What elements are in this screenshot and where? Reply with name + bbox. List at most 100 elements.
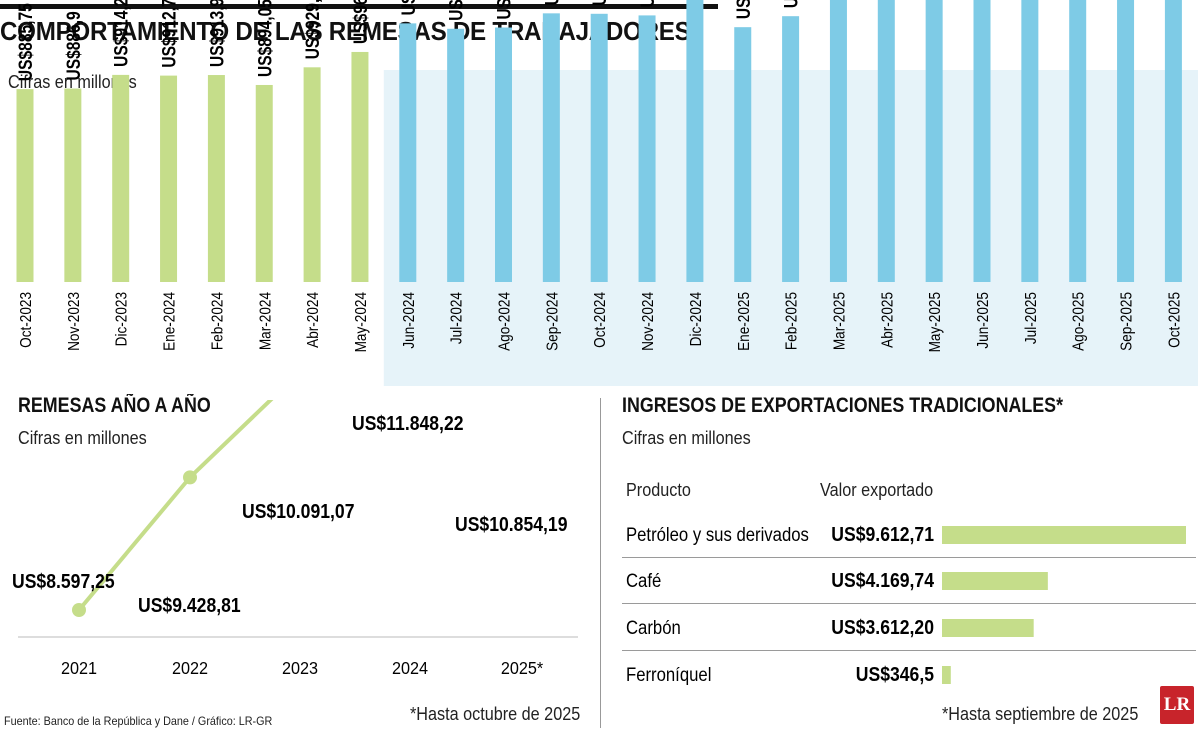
yearly-remittances-chart: US$8.597,25 2021 US$9.428,81 2022 US$10.091,…: [12, 400, 578, 678]
product-name: Café: [626, 570, 661, 591]
bar: [782, 16, 800, 283]
bar-value-label: US$885,75: [15, 3, 37, 81]
lr-logo: LR: [1160, 686, 1194, 724]
yearly-subtitle: Cifras en millones: [18, 428, 147, 448]
bar: [64, 88, 82, 282]
bar: [638, 15, 656, 283]
export-value-label: US$346,5: [856, 663, 934, 685]
x-tick-label: Abr-2025: [879, 292, 896, 348]
x-tick-label: Ene-2025: [736, 292, 753, 351]
bar: [495, 27, 512, 283]
x-tick-label: 2023: [282, 658, 318, 678]
exports-chart: Petróleo y sus derivados US$9.612,71 Café U…: [626, 523, 1186, 685]
x-tick-label: 2024: [392, 658, 428, 678]
x-tick-label: Feb-2024: [209, 292, 226, 350]
x-tick-label: Jun-2025: [975, 292, 992, 349]
section-divider: [600, 398, 601, 728]
export-bar: [942, 619, 1034, 637]
bar-value-label: US$929,39: [302, 0, 324, 59]
x-tick-label: Ago-2024: [497, 292, 514, 351]
x-tick-label: Jul-2024: [449, 292, 466, 344]
data-label: US$11.848,22: [352, 412, 464, 434]
data-point: [183, 470, 197, 485]
bar: [925, 0, 943, 282]
export-bar: [942, 666, 951, 684]
data-label: US$9.428,81: [138, 594, 241, 616]
product-name: Petróleo y sus derivados: [626, 524, 809, 545]
bar: [255, 84, 273, 282]
bar: [734, 27, 752, 283]
monthly-remittances-chart: US$885,75 Oct-2023 US$886,9 Nov-2023 US$914,…: [15, 0, 1198, 386]
bar: [207, 75, 225, 282]
bar-value-label: US$1.036,4: [589, 0, 611, 6]
x-tick-label: Mar-2025: [832, 292, 849, 350]
export-bar: [942, 572, 1048, 590]
data-label: US$10.854,19: [455, 513, 567, 535]
bar: [447, 28, 465, 283]
bar-value-label: US$894,05: [254, 0, 276, 77]
data-label: US$10.091,07: [242, 500, 354, 522]
x-tick-label: Ene-2024: [162, 292, 179, 351]
x-tick-label: Nov-2024: [640, 292, 657, 351]
bar-value-label: US$1.017,28: [397, 0, 419, 15]
x-tick-label: Sep-2024: [544, 292, 561, 351]
bar-value-label: US$914,21: [110, 0, 132, 67]
bar: [1164, 0, 1182, 282]
x-tick-label: May-2025: [927, 292, 944, 352]
bar-value-label: US$1.033,19: [637, 0, 659, 7]
bar: [877, 0, 895, 282]
x-tick-label: Abr-2024: [305, 292, 322, 348]
bar: [973, 0, 991, 283]
top-rule: [0, 4, 718, 9]
export-value-label: US$9.612,71: [831, 523, 934, 545]
bar: [1117, 0, 1135, 283]
exports-footnote: *Hasta septiembre de 2025: [942, 704, 1139, 724]
bar-value-label: US$1.037,32: [541, 0, 563, 5]
main-title: COMPORTAMIENTO DE LAS REMESAS DE TRABAJA…: [0, 16, 691, 46]
x-tick-label: Dic-2024: [688, 292, 705, 346]
export-bar: [942, 526, 1186, 544]
bar: [1021, 0, 1039, 282]
exports-col-product: Producto: [626, 480, 691, 500]
bar: [112, 74, 130, 283]
bar: [351, 51, 369, 282]
series-line: [77, 400, 274, 612]
x-tick-label: Sep-2025: [1119, 292, 1136, 351]
bar-value-label: US$912,79: [158, 0, 180, 68]
x-tick-label: Oct-2023: [18, 292, 35, 348]
bar: [829, 0, 847, 283]
x-tick-label: 2021: [61, 658, 97, 678]
x-tick-label: Oct-2024: [592, 292, 609, 348]
bar-value-label: US$960,09: [349, 0, 371, 44]
x-tick-label: Ago-2025: [1071, 292, 1088, 351]
bar-value-label: US$913,93: [206, 0, 228, 67]
data-point: [72, 603, 86, 617]
bar-value-label: US$1.008,94: [493, 0, 515, 20]
x-tick-label: Oct-2025: [1166, 292, 1183, 348]
x-tick-label: May-2024: [353, 292, 370, 352]
exports-title: INGRESOS DE EXPORTACIONES TRADICIONALES*: [622, 394, 1064, 417]
x-tick-label: 2022: [172, 658, 208, 678]
bar: [303, 67, 321, 283]
yearly-title: REMESAS AÑO A AÑO: [18, 394, 211, 417]
x-tick-label: 2025*: [501, 658, 544, 678]
bar: [686, 0, 704, 283]
bar-value-label: US$1009,66: [732, 0, 754, 19]
bar-value-label: US$1.006,44: [445, 0, 467, 21]
source-credit: Fuente: Banco de la República y Dane / G…: [4, 714, 273, 728]
product-name: Carbón: [626, 617, 681, 638]
row-divider: [622, 557, 1196, 558]
monthly-subtitle: Cifras en millones: [8, 72, 137, 92]
x-tick-label: Jul-2025: [1023, 292, 1040, 344]
bar: [160, 75, 178, 282]
export-value-label: US$4.169,74: [831, 569, 934, 591]
export-value-label: US$3.612,20: [831, 616, 934, 638]
bar-value-label: US$886,9: [62, 11, 84, 81]
bar-value-label: US$1.031,63: [780, 0, 802, 8]
bar: [16, 89, 34, 282]
product-name: Ferroníquel: [626, 664, 711, 685]
x-tick-label: Feb-2025: [784, 292, 801, 350]
bar: [399, 23, 417, 283]
yearly-footnote: *Hasta octubre de 2025: [410, 704, 581, 724]
exports-subtitle: Cifras en millones: [622, 428, 751, 448]
